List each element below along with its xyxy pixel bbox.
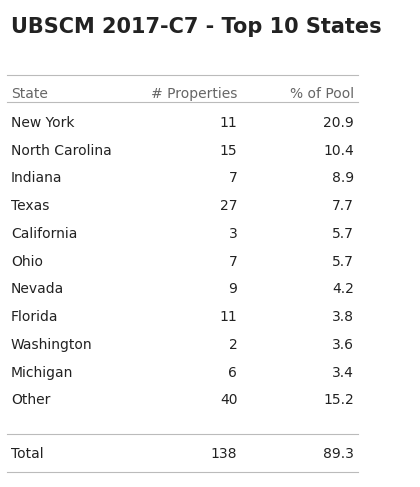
Text: 7: 7 (228, 255, 237, 269)
Text: 8.9: 8.9 (332, 171, 354, 186)
Text: 15.2: 15.2 (323, 393, 354, 408)
Text: 7: 7 (228, 171, 237, 186)
Text: 4.2: 4.2 (332, 282, 354, 297)
Text: UBSCM 2017-C7 - Top 10 States: UBSCM 2017-C7 - Top 10 States (11, 17, 382, 37)
Text: 3: 3 (228, 227, 237, 241)
Text: # Properties: # Properties (151, 87, 237, 101)
Text: Total: Total (11, 447, 44, 461)
Text: Washington: Washington (11, 338, 92, 352)
Text: 20.9: 20.9 (323, 116, 354, 130)
Text: 5.7: 5.7 (332, 255, 354, 269)
Text: California: California (11, 227, 77, 241)
Text: Indiana: Indiana (11, 171, 63, 186)
Text: 27: 27 (220, 199, 237, 213)
Text: New York: New York (11, 116, 74, 130)
Text: 7.7: 7.7 (332, 199, 354, 213)
Text: 89.3: 89.3 (323, 447, 354, 461)
Text: Florida: Florida (11, 310, 58, 324)
Text: 3.4: 3.4 (332, 366, 354, 380)
Text: 40: 40 (220, 393, 237, 408)
Text: 3.6: 3.6 (332, 338, 354, 352)
Text: Texas: Texas (11, 199, 49, 213)
Text: 138: 138 (211, 447, 237, 461)
Text: 2: 2 (228, 338, 237, 352)
Text: North Carolina: North Carolina (11, 144, 112, 158)
Text: Ohio: Ohio (11, 255, 43, 269)
Text: 11: 11 (220, 116, 237, 130)
Text: 15: 15 (220, 144, 237, 158)
Text: 6: 6 (228, 366, 237, 380)
Text: 10.4: 10.4 (323, 144, 354, 158)
Text: 5.7: 5.7 (332, 227, 354, 241)
Text: 9: 9 (228, 282, 237, 297)
Text: State: State (11, 87, 48, 101)
Text: Michigan: Michigan (11, 366, 74, 380)
Text: 11: 11 (220, 310, 237, 324)
Text: 3.8: 3.8 (332, 310, 354, 324)
Text: Nevada: Nevada (11, 282, 64, 297)
Text: % of Pool: % of Pool (290, 87, 354, 101)
Text: Other: Other (11, 393, 50, 408)
